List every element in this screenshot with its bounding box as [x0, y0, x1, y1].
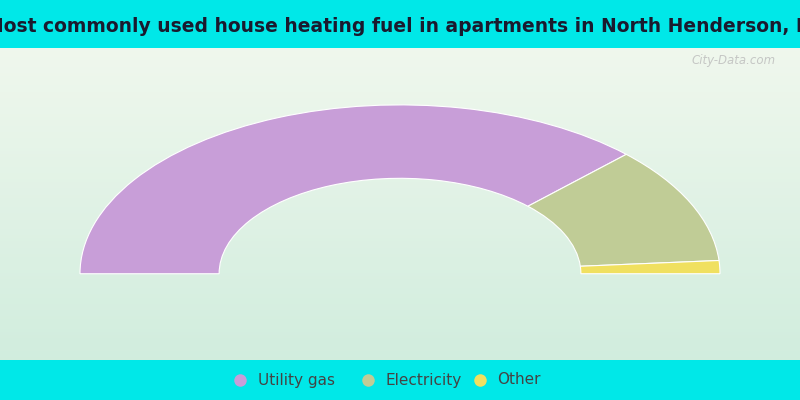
Text: City-Data.com: City-Data.com: [692, 54, 776, 67]
Text: Most commonly used house heating fuel in apartments in North Henderson, IL: Most commonly used house heating fuel in…: [0, 17, 800, 36]
Text: Other: Other: [498, 372, 541, 388]
Wedge shape: [80, 105, 626, 274]
Text: Utility gas: Utility gas: [258, 372, 334, 388]
Wedge shape: [580, 260, 720, 274]
Wedge shape: [528, 154, 719, 266]
Text: Electricity: Electricity: [386, 372, 462, 388]
